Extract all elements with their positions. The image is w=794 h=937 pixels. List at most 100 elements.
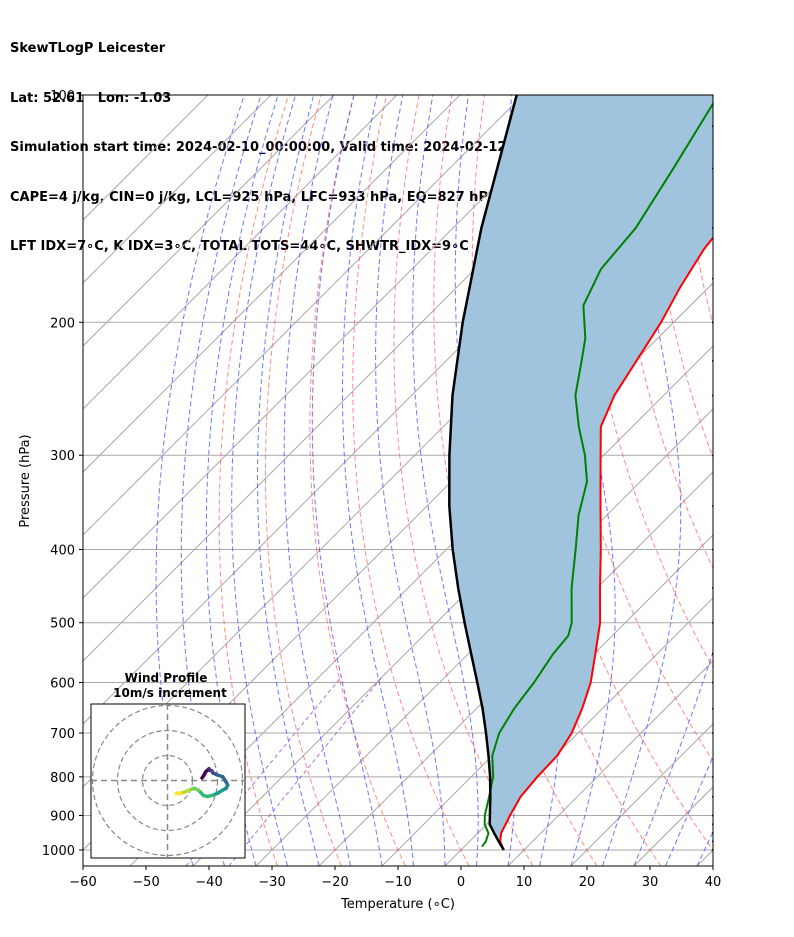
- x-tick-label: 40: [705, 875, 722, 890]
- wind-barb: [711, 653, 744, 676]
- hodograph-trace-segment: [174, 791, 180, 796]
- moist-adiabat: [180, 95, 262, 866]
- wind-barb-full: [743, 515, 744, 528]
- wind-barb-full: [746, 623, 748, 636]
- y-tick-label: 900: [50, 809, 75, 824]
- wind-barb: [712, 795, 713, 798]
- x-tick-label: −30: [258, 875, 285, 890]
- wind-barb-full: [742, 281, 743, 294]
- wind-barb-full: [738, 552, 739, 565]
- title-cape-indices: CAPE=4 j/kg, CIN=0 j/kg, LCL=925 hPa, LF…: [10, 189, 497, 205]
- wind-barb: [711, 587, 747, 604]
- wind-barb-shaft: [711, 681, 713, 684]
- y-tick-label: 300: [50, 449, 75, 464]
- wind-barb: [711, 394, 741, 416]
- y-axis-label: Pressure (hPa): [18, 434, 33, 527]
- mixing-ratio-line: [185, 676, 342, 866]
- wind-barb-shaft: [711, 394, 713, 397]
- wind-barb-shaft: [711, 125, 713, 128]
- wind-barb-shaft: [711, 360, 713, 362]
- wind-barb-full: [741, 833, 749, 843]
- x-tick-label: 20: [579, 875, 596, 890]
- moist-adiabat: [155, 95, 245, 866]
- x-tick-label: 30: [642, 875, 659, 890]
- isotherm-gridline: [318, 471, 713, 866]
- wind-barb-half: [740, 662, 741, 669]
- wind-barb-half: [742, 810, 744, 816]
- cape-shaded-area: [449, 95, 713, 850]
- wind-barb-half: [738, 835, 742, 840]
- wind-barb: [711, 708, 713, 710]
- wind-barb-full: [736, 402, 737, 415]
- dry-adiabat: [745, 95, 794, 866]
- moist-adiabat: [633, 650, 713, 866]
- wind-barb-full: [746, 322, 748, 335]
- parcel-profile-line: [448, 95, 518, 851]
- isotherm-gridline: [570, 723, 713, 866]
- dry-adiabat: [433, 95, 598, 866]
- wind-barb-full: [746, 364, 747, 377]
- wind-barb-full: [743, 819, 750, 830]
- moist-adiabat: [205, 95, 279, 866]
- y-tick-label: 700: [50, 727, 75, 742]
- moist-adiabat: [256, 95, 320, 866]
- isotherm-gridline: [83, 95, 524, 536]
- wind-barb-half: [733, 511, 734, 518]
- isotherm-gridline: [444, 597, 713, 866]
- wind-barb-shaft: [711, 732, 713, 734]
- dry-adiabat: [265, 95, 342, 866]
- wind-barb: [711, 825, 749, 843]
- wind-barb-shaft: [711, 587, 713, 590]
- hodograph-ring: [116, 729, 219, 832]
- isotherm-gridline: [83, 95, 587, 599]
- dry-adiabat: [218, 95, 290, 866]
- x-tick-label: −60: [69, 875, 96, 890]
- wind-barb: [711, 810, 744, 817]
- wind-barbs-layer: [711, 125, 750, 851]
- wind-barb-full: [743, 663, 744, 676]
- wind-barb: [711, 814, 743, 826]
- wind-barb-full: [742, 364, 743, 377]
- wind-barb-half: [738, 322, 739, 329]
- y-tick-label: 600: [50, 677, 75, 692]
- dry-adiabat: [712, 95, 713, 105]
- wind-barb-full: [742, 623, 744, 636]
- wind-barb-half: [738, 623, 739, 630]
- wind-barb: [711, 833, 749, 851]
- wind-barb-full: [746, 591, 747, 604]
- wind-barb-full: [746, 281, 747, 294]
- moist-adiabat: [231, 95, 296, 866]
- wind-barb-full: [746, 736, 747, 749]
- wind-barb-full: [743, 691, 744, 704]
- chart-title-block: SkewTLogP Leicester Lat: 52.61 Lon: -1.0…: [10, 8, 603, 272]
- x-tick-label: −50: [132, 875, 159, 890]
- hodograph-inset: Wind Profile 10m/s increment: [90, 671, 246, 859]
- wind-barb: [711, 681, 744, 704]
- dry-adiabat: [309, 95, 406, 866]
- wind-barb-shaft: [711, 167, 713, 170]
- moist-adiabat: [311, 95, 383, 866]
- moist-adiabat: [283, 95, 351, 866]
- wind-barb-full: [741, 825, 749, 835]
- wind-barb-half: [733, 401, 734, 408]
- title-station: SkewTLogP Leicester: [10, 41, 166, 56]
- moist-adiabat: [602, 95, 682, 866]
- wind-barb: [711, 732, 747, 749]
- dry-adiabat: [647, 95, 713, 459]
- x-tick-label: −10: [384, 875, 411, 890]
- x-tick-label: 0: [457, 875, 465, 890]
- wind-barb-shaft: [711, 708, 713, 710]
- y-tick-label: 100: [50, 89, 75, 104]
- wind-barb: [711, 227, 713, 229]
- y-tick-label: 400: [50, 544, 75, 559]
- x-tick-label: 10: [516, 875, 533, 890]
- wind-barb-full: [740, 403, 741, 416]
- wind-barb-half: [740, 814, 743, 820]
- mixing-ratio-line: [228, 676, 383, 866]
- axes-layer: −60 −50 −40 −30 −20 −10 0 10 20 30 40 100 200 300 400 5…: [42, 89, 721, 890]
- wind-barb-full: [746, 553, 747, 566]
- wind-barb: [712, 621, 748, 636]
- moist-adiabat: [375, 95, 446, 866]
- hodograph-subtitle: 10m/s increment: [113, 686, 227, 700]
